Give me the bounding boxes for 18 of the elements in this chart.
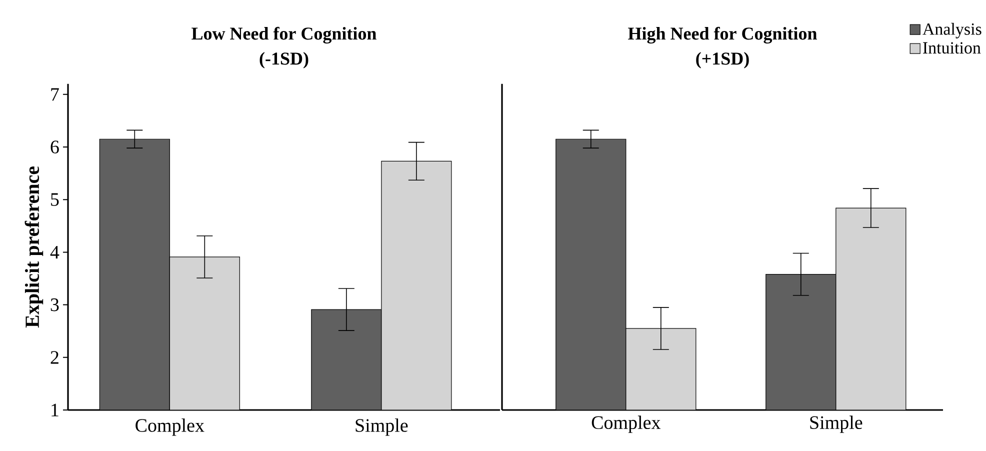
y-tick-label: 3 — [50, 298, 59, 312]
y-tick-label: 1 — [52, 404, 58, 416]
chart-subtitle: (-1SD) — [260, 52, 308, 68]
y-tick-label: 6 — [50, 140, 59, 154]
legend-label: Analysis — [922, 22, 982, 38]
x-tick-label: Complex — [136, 418, 204, 436]
y-tick-label: 4 — [50, 246, 60, 258]
chart-subtitle: (+1SD) — [696, 52, 749, 68]
y-tick-label: 7 — [51, 88, 59, 101]
y-axis-title: Explicit preference — [24, 166, 44, 328]
legend-label: Intuition — [923, 42, 981, 54]
y-tick-label: 2 — [50, 351, 58, 364]
y-tick-label: 5 — [51, 193, 59, 206]
chart-title: Low Need for Cognition — [192, 26, 376, 44]
chart-title: High Need for Cognition — [628, 26, 817, 44]
x-tick-label: Simple — [810, 416, 862, 433]
x-tick-label: Complex — [592, 416, 661, 433]
x-tick-label: Simple — [356, 418, 408, 436]
